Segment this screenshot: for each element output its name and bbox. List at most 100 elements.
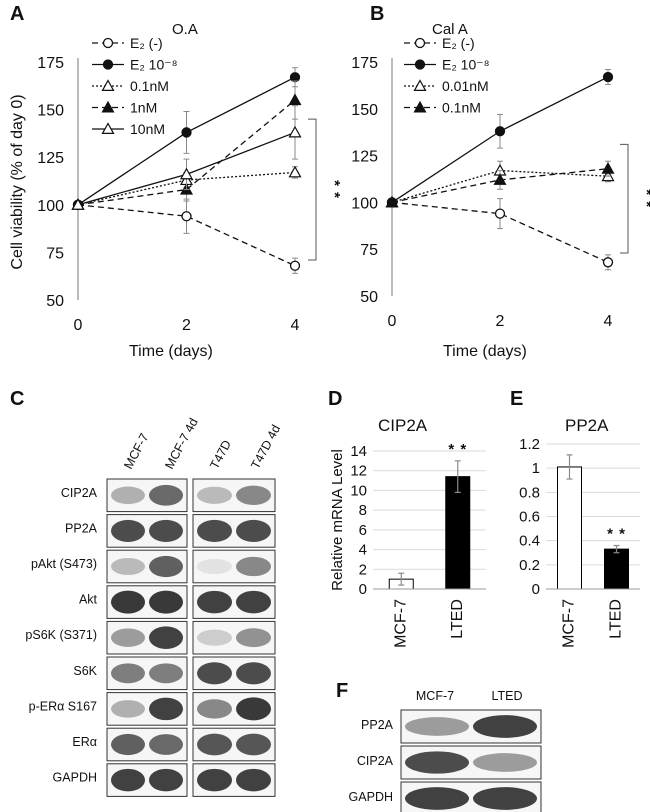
chart-a-legend-label: 10nM xyxy=(130,121,165,137)
blot-c-row-label: ERα xyxy=(72,735,97,749)
chart-b-ytick: 100 xyxy=(351,195,378,212)
blot-c-band xyxy=(236,485,271,505)
chart-e-ytick: 0.6 xyxy=(519,509,540,526)
chart-b-point xyxy=(602,257,614,268)
chart-b-ytick: 150 xyxy=(351,102,378,119)
chart-b-xlabel: Time (days) xyxy=(443,343,527,360)
chart-b-legend-label: E₂ 10⁻⁸ xyxy=(442,57,490,73)
chart-a-xtick: 4 xyxy=(291,317,300,334)
chart-a-point xyxy=(181,211,192,222)
blot-c-band xyxy=(236,768,271,792)
chart-e-title: PP2A xyxy=(565,416,609,435)
chart-b-point xyxy=(494,126,506,137)
chart-a-significance: * * xyxy=(326,180,343,199)
blot-c-band xyxy=(197,486,232,504)
chart-b-ytick: 125 xyxy=(351,149,378,166)
chart-e-category-label: MCF-7 xyxy=(561,599,578,648)
blot-c-row-label: p-ERα S167 xyxy=(29,699,97,713)
chart-a-xtick: 2 xyxy=(182,317,191,334)
chart-b-point xyxy=(385,195,399,208)
blot-c-band xyxy=(111,486,145,505)
chart-a-ytick: 125 xyxy=(37,150,64,167)
chart-b-legend-marker xyxy=(414,59,426,70)
blot-c-band xyxy=(197,699,232,719)
blot-f-row-label: GAPDH xyxy=(349,790,393,804)
panel-label-e: E xyxy=(510,388,523,410)
chart-d-ytick: 2 xyxy=(359,561,367,578)
panel-label-f: F xyxy=(336,680,348,702)
blot-c-band xyxy=(149,768,183,792)
blot-c-lane-label: T47D 4d xyxy=(248,422,283,471)
blot-c-band xyxy=(236,697,271,721)
chart-a-legend-marker xyxy=(101,79,115,92)
chart-a-ytick: 150 xyxy=(37,103,64,120)
chart-a-legend-label: 0.1nM xyxy=(130,78,169,94)
blot-c-row-label: Akt xyxy=(79,593,98,607)
blot-f-band xyxy=(405,787,469,810)
chart-b-title: Cal A xyxy=(432,21,468,38)
chart-a-ylabel: Cell viability (% of day 0) xyxy=(9,94,26,269)
chart-d-ytick: 12 xyxy=(350,463,367,480)
panel-label-b: B xyxy=(370,3,384,25)
chart-a-legend-marker xyxy=(102,37,114,49)
panel-b-line-chart: Cal A Time (days) 50 75 100 125 150 175 0 2 4 E₂ … xyxy=(351,21,650,360)
chart-b-ytick: 175 xyxy=(351,55,378,72)
chart-a-legend-marker xyxy=(101,122,115,134)
chart-b-significance-bracket xyxy=(620,143,629,254)
chart-b-point xyxy=(494,208,506,219)
blot-c-band xyxy=(149,555,183,578)
panel-d-bar-chart: CIP2A Relative mRNA Level 0 2 4 6 8 10 12 14 MCF… xyxy=(329,416,486,648)
chart-d-significance: * * xyxy=(448,441,467,458)
chart-d-ytick: 6 xyxy=(359,522,367,539)
blot-c-band xyxy=(149,663,183,684)
chart-a-point xyxy=(289,260,301,271)
blot-c-band xyxy=(111,590,145,614)
chart-e-bar xyxy=(557,466,582,590)
blot-c-band xyxy=(197,558,232,575)
blot-f-row-label: PP2A xyxy=(361,718,394,732)
chart-a-point xyxy=(181,127,192,138)
blot-c-band xyxy=(111,663,145,684)
blot-c-band xyxy=(236,556,271,577)
chart-b-xtick: 0 xyxy=(388,313,397,330)
chart-d-bar xyxy=(445,476,471,590)
blot-c-band xyxy=(197,733,232,756)
panel-e-bar-chart: PP2A 0 0.2 0.4 0.6 0.8 1 1.2 MCF-7 LTED * * xyxy=(519,416,640,648)
chart-a-legend-label: 1nM xyxy=(130,100,157,116)
chart-a-series-line xyxy=(77,99,296,206)
chart-b-xtick: 2 xyxy=(496,313,505,330)
chart-d-ytick: 14 xyxy=(350,443,367,460)
chart-e-ytick: 0.4 xyxy=(519,533,540,550)
chart-b-ytick: 50 xyxy=(360,289,378,306)
panel-f-western-blot: MCF-7 LTED PP2A CIP2A GAPDH xyxy=(349,689,542,812)
blot-c-row-label: S6K xyxy=(73,664,97,678)
panel-label-c: C xyxy=(10,388,24,410)
chart-d-title: CIP2A xyxy=(378,416,428,435)
blot-c-band xyxy=(197,590,232,614)
blot-c-band xyxy=(111,557,145,576)
chart-e-bar xyxy=(604,548,629,590)
chart-b-ytick: 75 xyxy=(360,242,378,259)
blot-c-band xyxy=(197,519,232,542)
blot-c-band xyxy=(236,662,271,685)
chart-d-category-label: LTED xyxy=(449,599,466,639)
panel-c-western-blot: MCF-7 MCF-7 4d T47D T47D 4d CIP2A PP2A pAkt (S… xyxy=(25,416,283,797)
blot-f-membrane xyxy=(400,745,542,780)
chart-a-point xyxy=(288,165,302,178)
blot-c-row-label: pAkt (S473) xyxy=(31,557,97,571)
chart-d-category-label: MCF-7 xyxy=(392,599,409,648)
chart-e-ytick: 1.2 xyxy=(519,436,540,453)
chart-b-point xyxy=(601,161,615,174)
chart-e-significance: * * xyxy=(607,526,626,543)
chart-a-point xyxy=(289,72,301,83)
chart-b-point xyxy=(493,173,507,185)
chart-d-ytick: 8 xyxy=(359,502,367,519)
blot-c-band xyxy=(149,590,183,614)
panel-label-a: A xyxy=(10,3,24,25)
chart-a-legend-marker xyxy=(101,100,115,113)
chart-b-legend-marker xyxy=(413,100,427,113)
blot-c-band xyxy=(111,700,145,718)
blot-c-lane-label: MCF-7 xyxy=(121,431,151,471)
chart-b-legend-label: E₂ (-) xyxy=(442,35,475,51)
